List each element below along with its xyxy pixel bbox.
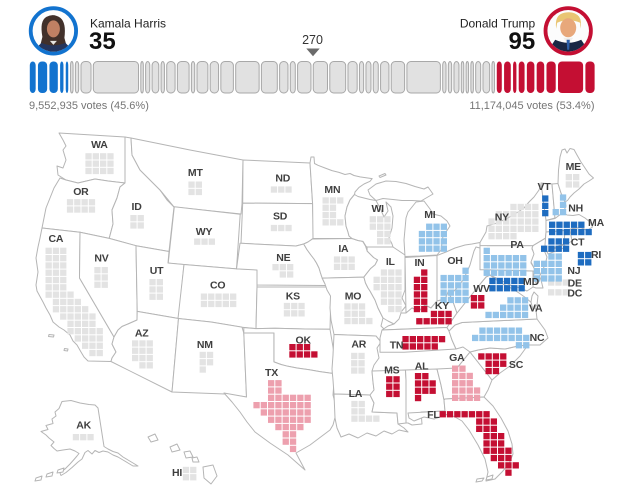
svg-text:MD: MD <box>523 276 540 288</box>
svg-text:NC: NC <box>530 332 545 344</box>
svg-text:IN: IN <box>414 257 424 269</box>
svg-text:KY: KY <box>435 300 449 312</box>
svg-text:OK: OK <box>296 335 312 347</box>
svg-text:Donald Trump: Donald Trump <box>460 17 536 31</box>
svg-text:GA: GA <box>449 352 465 364</box>
svg-text:KS: KS <box>286 291 300 303</box>
svg-text:AR: AR <box>351 339 366 351</box>
svg-text:MI: MI <box>424 209 436 221</box>
svg-text:AZ: AZ <box>135 328 149 340</box>
svg-text:95: 95 <box>508 28 535 55</box>
svg-text:WA: WA <box>91 139 108 151</box>
svg-text:NJ: NJ <box>567 265 580 277</box>
svg-text:MT: MT <box>188 167 204 179</box>
svg-text:WI: WI <box>371 203 384 215</box>
svg-text:35: 35 <box>89 28 116 55</box>
svg-text:SC: SC <box>509 359 524 371</box>
svg-text:PA: PA <box>510 239 524 251</box>
svg-text:OH: OH <box>447 255 462 267</box>
svg-text:LA: LA <box>349 388 363 400</box>
svg-text:VT: VT <box>537 181 551 193</box>
svg-text:AK: AK <box>76 419 91 431</box>
svg-text:11,174,045 votes (53.4%): 11,174,045 votes (53.4%) <box>469 100 594 112</box>
svg-text:WV: WV <box>473 283 490 295</box>
svg-text:IA: IA <box>338 243 349 255</box>
svg-text:HI: HI <box>172 467 182 479</box>
svg-text:DE: DE <box>568 278 582 290</box>
svg-text:UT: UT <box>150 265 164 277</box>
svg-text:RI: RI <box>591 249 601 261</box>
svg-text:SD: SD <box>273 211 288 223</box>
svg-text:CA: CA <box>49 233 64 245</box>
svg-text:CT: CT <box>571 237 585 249</box>
svg-text:NV: NV <box>94 253 108 265</box>
svg-text:MS: MS <box>384 364 400 376</box>
svg-text:CO: CO <box>210 280 225 292</box>
svg-text:Kamala Harris: Kamala Harris <box>90 17 166 31</box>
svg-text:AL: AL <box>415 360 429 372</box>
svg-text:ID: ID <box>132 201 143 213</box>
svg-text:TN: TN <box>390 340 404 352</box>
svg-text:NY: NY <box>495 211 509 223</box>
svg-text:MN: MN <box>324 184 340 196</box>
svg-text:WY: WY <box>196 226 213 238</box>
svg-text:VA: VA <box>529 303 543 315</box>
svg-text:ME: ME <box>566 161 582 173</box>
svg-text:IL: IL <box>386 256 396 268</box>
svg-text:NH: NH <box>568 203 583 215</box>
svg-text:OR: OR <box>73 186 89 198</box>
svg-text:NE: NE <box>276 252 290 264</box>
svg-text:9,552,935 votes (45.6%): 9,552,935 votes (45.6%) <box>29 100 149 112</box>
svg-text:TX: TX <box>265 367 278 379</box>
svg-text:ND: ND <box>275 173 290 185</box>
svg-text:FL: FL <box>427 409 440 421</box>
svg-text:MO: MO <box>345 291 362 303</box>
svg-text:MA: MA <box>588 217 605 229</box>
svg-text:270: 270 <box>302 33 323 47</box>
svg-text:NM: NM <box>197 339 213 351</box>
svg-text:DC: DC <box>567 288 582 300</box>
